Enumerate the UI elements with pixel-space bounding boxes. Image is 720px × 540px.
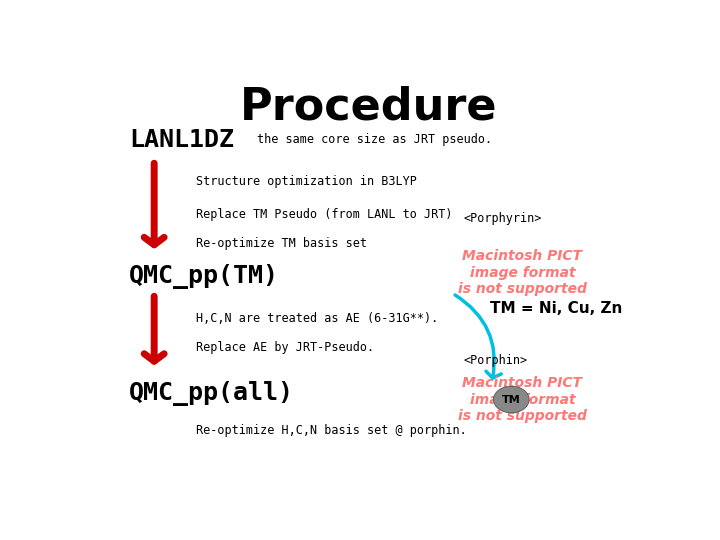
Text: Replace TM Pseudo (from LANL to JRT): Replace TM Pseudo (from LANL to JRT) <box>196 208 452 221</box>
Text: the same core size as JRT pseudo.: the same core size as JRT pseudo. <box>258 133 492 146</box>
Text: H,C,N are treated as AE (6-31G**).: H,C,N are treated as AE (6-31G**). <box>196 312 438 325</box>
Text: QMC_pp(TM): QMC_pp(TM) <box>129 265 279 289</box>
Text: <Porphyrin>: <Porphyrin> <box>464 212 542 225</box>
Text: LANL1DZ: LANL1DZ <box>129 127 234 152</box>
Text: Macintosh PICT
image format
is not supported: Macintosh PICT image format is not suppo… <box>458 376 587 423</box>
Text: Structure optimization in B3LYP: Structure optimization in B3LYP <box>196 175 417 188</box>
Text: Replace AE by JRT-Pseudo.: Replace AE by JRT-Pseudo. <box>196 341 374 354</box>
Text: Procedure: Procedure <box>240 85 498 129</box>
Text: TM: TM <box>502 395 521 404</box>
Circle shape <box>493 386 529 413</box>
Text: TM = Ni, Cu, Zn: TM = Ni, Cu, Zn <box>490 301 622 315</box>
Text: Re-optimize TM basis set: Re-optimize TM basis set <box>196 237 367 250</box>
Text: Re-optimize H,C,N basis set @ porphin.: Re-optimize H,C,N basis set @ porphin. <box>196 424 467 437</box>
Text: QMC_pp(all): QMC_pp(all) <box>129 381 294 406</box>
Text: Macintosh PICT
image format
is not supported: Macintosh PICT image format is not suppo… <box>458 249 587 296</box>
Text: <Porphin>: <Porphin> <box>464 354 528 367</box>
